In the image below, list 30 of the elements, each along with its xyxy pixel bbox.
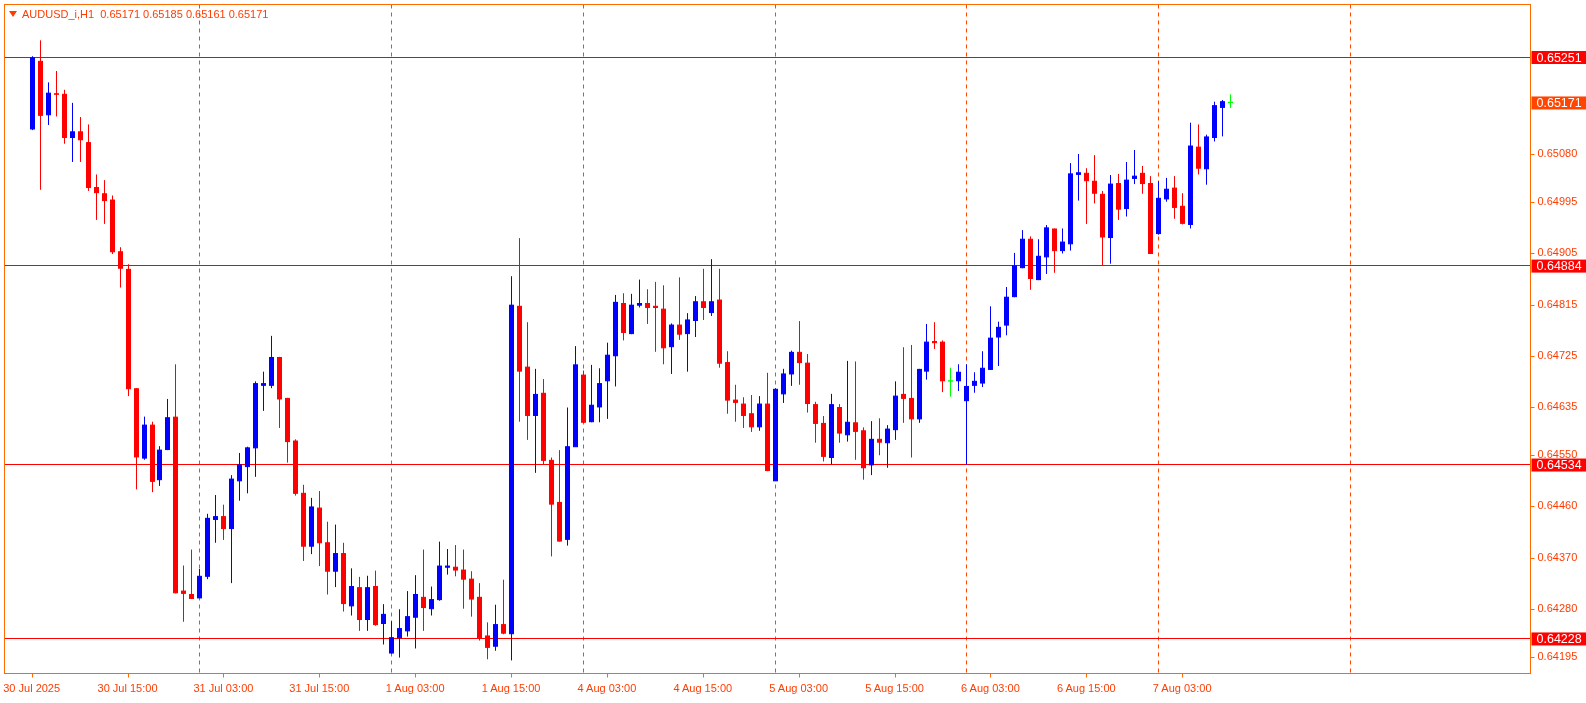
x-tick-label: 1 Aug 15:00 (481, 681, 541, 694)
y-tick-label: 0.64550 (1537, 448, 1578, 461)
ref-line-label: 0.64228 (1536, 632, 1582, 647)
x-tick-label: 4 Aug 15:00 (673, 681, 733, 694)
x-tick-label: 1 Aug 03:00 (385, 681, 445, 694)
x-tick-label: 5 Aug 03:00 (769, 681, 829, 694)
x-tick-label: 6 Aug 15:00 (1056, 681, 1116, 694)
y-tick-label: 0.64460 (1537, 499, 1578, 512)
y-tick-label: 0.64370 (1537, 550, 1578, 563)
ref-line-label: 0.64534 (1536, 458, 1582, 473)
x-tick-label: 6 Aug 03:00 (961, 681, 1020, 694)
y-tick-label: 0.64815 (1537, 297, 1578, 310)
ref-line-label: 0.65251 (1536, 50, 1582, 65)
x-tick-label: 30 Jul 2025 (3, 681, 61, 694)
y-tick-label: 0.64905 (1537, 246, 1578, 259)
y-tick-label: 0.65080 (1537, 146, 1578, 159)
y-tick-label: 0.64725 (1537, 348, 1578, 361)
x-tick-label: 31 Jul 15:00 (289, 681, 350, 694)
ref-line-label: 0.64884 (1536, 259, 1582, 274)
x-tick-label: 7 Aug 03:00 (1152, 681, 1212, 694)
chart-title: AUDUSD_i,H1 0.65171 0.65185 0.65161 0.65171 (22, 8, 269, 20)
x-tick-label: 4 Aug 03:00 (577, 681, 637, 694)
y-tick-label: 0.64195 (1537, 649, 1578, 662)
x-tick-label: 30 Jul 15:00 (97, 681, 158, 694)
x-tick-label: 31 Jul 03:00 (193, 681, 254, 694)
text: 0.65171 (1536, 96, 1582, 111)
y-tick-label: 0.64635 (1537, 399, 1578, 412)
y-tick-label: 0.64995 (1537, 195, 1578, 208)
y-tick-label: 0.64280 (1537, 601, 1578, 614)
x-tick-label: 5 Aug 15:00 (865, 681, 924, 694)
